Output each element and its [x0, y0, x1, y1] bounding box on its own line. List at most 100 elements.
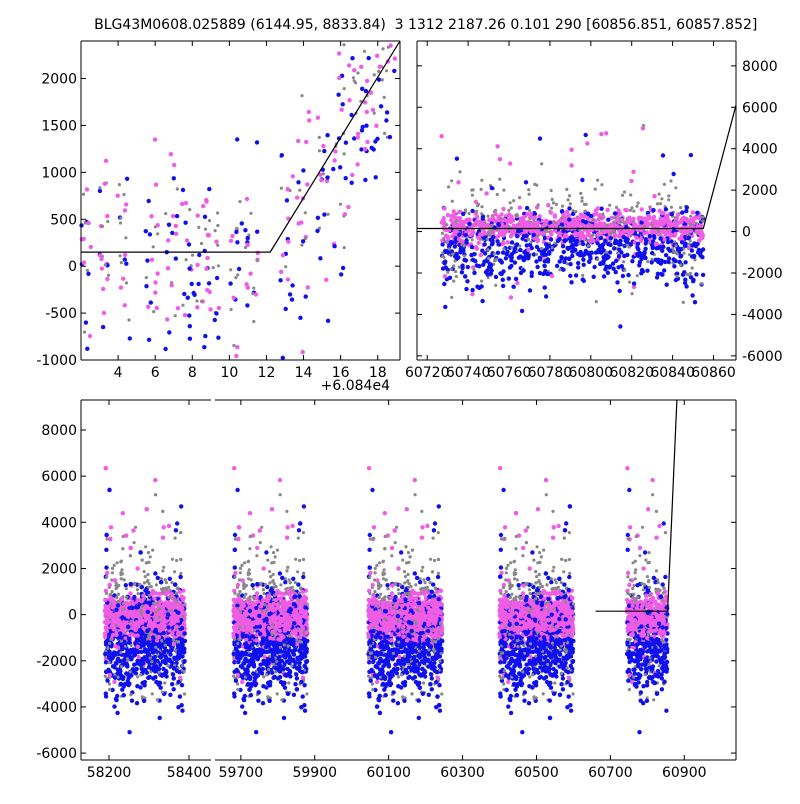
- data-point: [324, 278, 328, 282]
- data-point: [650, 260, 654, 264]
- data-point: [677, 237, 681, 241]
- data-point: [195, 263, 199, 267]
- data-point: [669, 179, 672, 182]
- data-point: [125, 664, 129, 668]
- data-point: [325, 175, 329, 179]
- data-point: [528, 209, 531, 212]
- data-point: [235, 345, 239, 349]
- data-point: [645, 269, 649, 273]
- x-tick-label: 58400: [167, 765, 212, 781]
- data-point: [167, 596, 170, 599]
- data-point: [496, 193, 499, 196]
- data-point: [623, 269, 626, 272]
- data-point: [468, 212, 471, 215]
- data-point: [553, 214, 557, 218]
- data-point: [300, 244, 303, 247]
- data-point: [296, 221, 300, 225]
- data-point: [555, 203, 558, 206]
- data-point: [536, 238, 540, 242]
- data-point: [538, 136, 542, 140]
- data-point: [652, 194, 656, 198]
- data-point: [568, 274, 572, 278]
- x-tick-label: 6: [151, 365, 160, 381]
- data-point: [255, 230, 259, 234]
- data-point: [550, 274, 554, 278]
- data-point: [684, 218, 688, 222]
- data-point: [205, 288, 209, 292]
- data-point: [450, 179, 453, 182]
- data-point: [378, 65, 382, 69]
- data-point: [122, 193, 125, 196]
- data-point: [589, 214, 593, 218]
- data-point: [141, 559, 144, 562]
- data-point: [229, 268, 232, 271]
- data-point: [543, 264, 547, 268]
- data-point: [622, 260, 625, 263]
- data-point: [139, 673, 142, 676]
- data-point: [568, 262, 572, 266]
- data-point: [519, 271, 523, 275]
- data-point: [495, 258, 498, 261]
- data-point: [322, 149, 326, 153]
- data-point: [495, 144, 499, 148]
- data-point: [458, 170, 461, 173]
- data-point: [119, 254, 122, 257]
- data-point: [89, 245, 93, 249]
- data-point: [148, 232, 152, 236]
- data-point: [485, 223, 489, 227]
- data-point: [129, 620, 132, 623]
- data-point: [541, 224, 545, 228]
- data-point: [471, 258, 475, 262]
- data-point: [155, 583, 158, 586]
- data-point: [119, 221, 122, 224]
- data-point: [120, 568, 123, 571]
- data-point: [647, 214, 651, 218]
- data-point: [614, 241, 618, 245]
- data-point: [446, 235, 450, 239]
- data-point: [577, 224, 581, 228]
- data-point: [596, 217, 600, 221]
- data-point: [625, 237, 629, 241]
- data-point: [170, 682, 174, 686]
- data-point: [162, 673, 166, 677]
- data-point: [540, 252, 544, 256]
- data-point: [178, 606, 182, 610]
- data-point: [137, 592, 140, 595]
- data-point: [197, 226, 200, 229]
- data-point: [543, 248, 547, 252]
- data-point: [171, 214, 175, 218]
- data-point: [623, 190, 626, 193]
- data-point: [147, 338, 151, 342]
- data-point: [117, 600, 120, 603]
- data-point: [286, 240, 290, 244]
- data-point: [161, 569, 164, 572]
- data-point: [105, 277, 109, 281]
- data-point: [515, 281, 519, 285]
- data-point: [656, 258, 660, 262]
- data-point: [154, 646, 157, 649]
- data-point: [544, 229, 547, 232]
- x-tick-label: 10: [220, 365, 238, 381]
- data-point: [393, 56, 397, 60]
- data-point: [629, 209, 632, 212]
- data-point: [356, 132, 360, 136]
- data-point: [616, 208, 620, 212]
- data-point: [498, 178, 501, 181]
- data-point: [105, 214, 109, 218]
- data-point: [597, 250, 601, 254]
- data-point: [321, 144, 325, 148]
- data-point: [143, 570, 146, 573]
- data-point: [470, 292, 474, 296]
- data-point: [145, 561, 148, 564]
- data-point: [170, 231, 174, 235]
- data-point: [175, 214, 179, 218]
- data-point: [668, 221, 672, 225]
- data-point: [460, 243, 463, 246]
- data-point: [472, 188, 475, 191]
- data-point: [342, 43, 345, 46]
- data-point: [208, 307, 212, 311]
- data-point: [98, 189, 102, 193]
- data-point: [457, 237, 461, 241]
